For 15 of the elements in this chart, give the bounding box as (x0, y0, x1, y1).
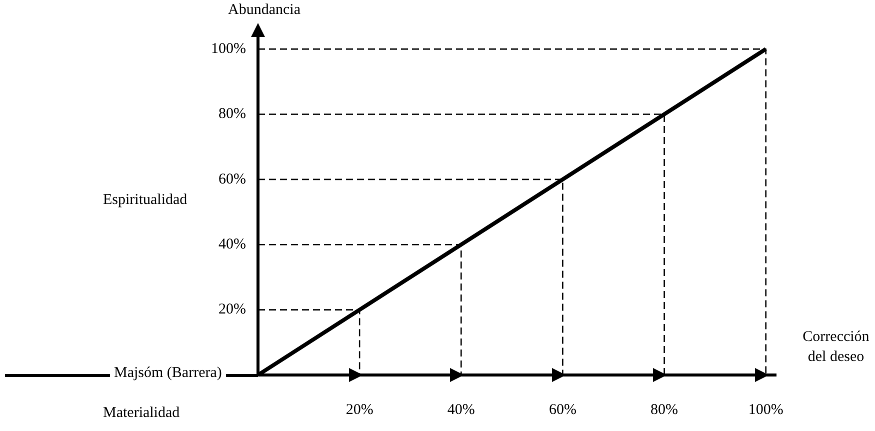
y-tick-label: 100% (211, 40, 246, 57)
x-tick-label: 100% (748, 402, 784, 418)
x-tick-label: 20% (346, 402, 374, 418)
text: Materialidad (103, 405, 180, 422)
text: Espiritualidad (103, 192, 188, 208)
y-tick-label: 60% (218, 171, 246, 188)
text: Majsóm (Barrera) (110, 365, 226, 382)
x-tick-label: 80% (650, 402, 678, 418)
x-tick-label: 40% (447, 402, 475, 418)
y-tick-label: 80% (218, 106, 246, 122)
x-axis-title: Corrección del deseo (802, 328, 870, 367)
y-tick-label: 40% (218, 236, 246, 253)
y-axis-title: Abundancia (228, 2, 300, 19)
x-tick-label: 60% (548, 402, 576, 418)
y-tick-label: 20% (218, 302, 246, 318)
